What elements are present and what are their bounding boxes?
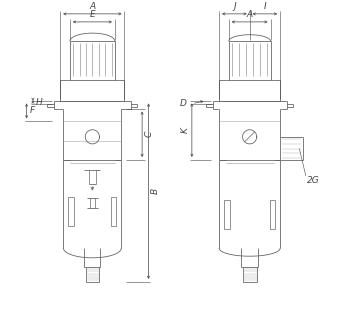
Text: 2G: 2G xyxy=(307,176,320,185)
Text: F: F xyxy=(30,107,35,115)
Text: E: E xyxy=(90,10,95,19)
Text: A: A xyxy=(247,10,253,19)
Text: C: C xyxy=(145,131,154,137)
Text: J: J xyxy=(233,2,236,11)
Bar xyxy=(111,197,116,226)
Text: D: D xyxy=(180,99,187,108)
Text: A: A xyxy=(89,2,95,11)
Text: H: H xyxy=(35,98,42,107)
Text: B: B xyxy=(151,188,160,194)
Text: K: K xyxy=(181,127,190,133)
Bar xyxy=(269,200,275,229)
Bar xyxy=(224,200,230,229)
Bar xyxy=(68,197,74,226)
Text: I: I xyxy=(264,2,266,11)
